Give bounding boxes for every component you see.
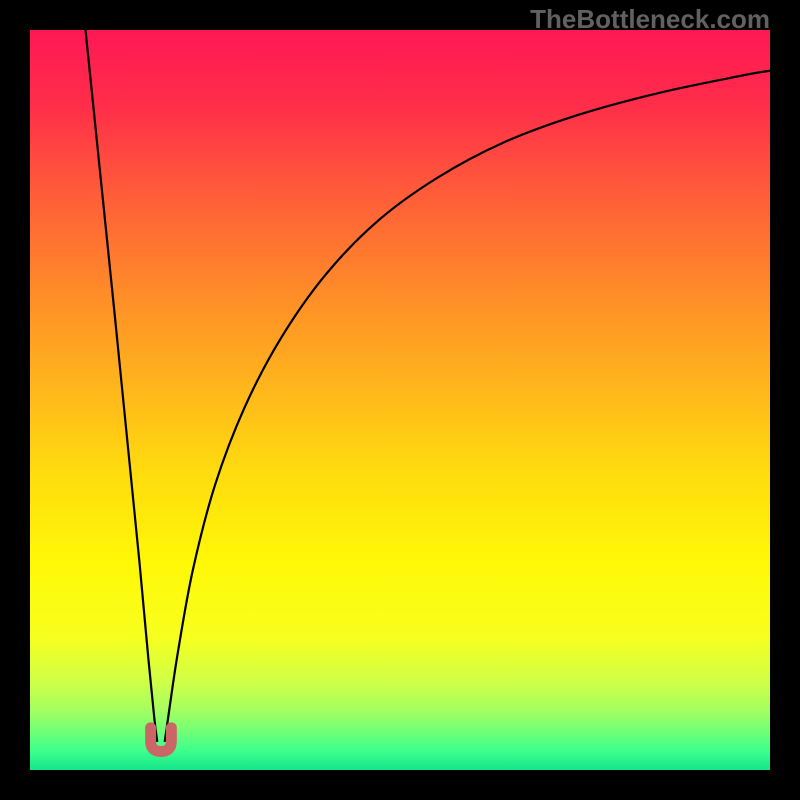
- curve-layer: [30, 30, 770, 770]
- gradient-background: [30, 30, 770, 770]
- plot-area: [30, 30, 770, 770]
- chart-root: TheBottleneck.com: [0, 0, 800, 800]
